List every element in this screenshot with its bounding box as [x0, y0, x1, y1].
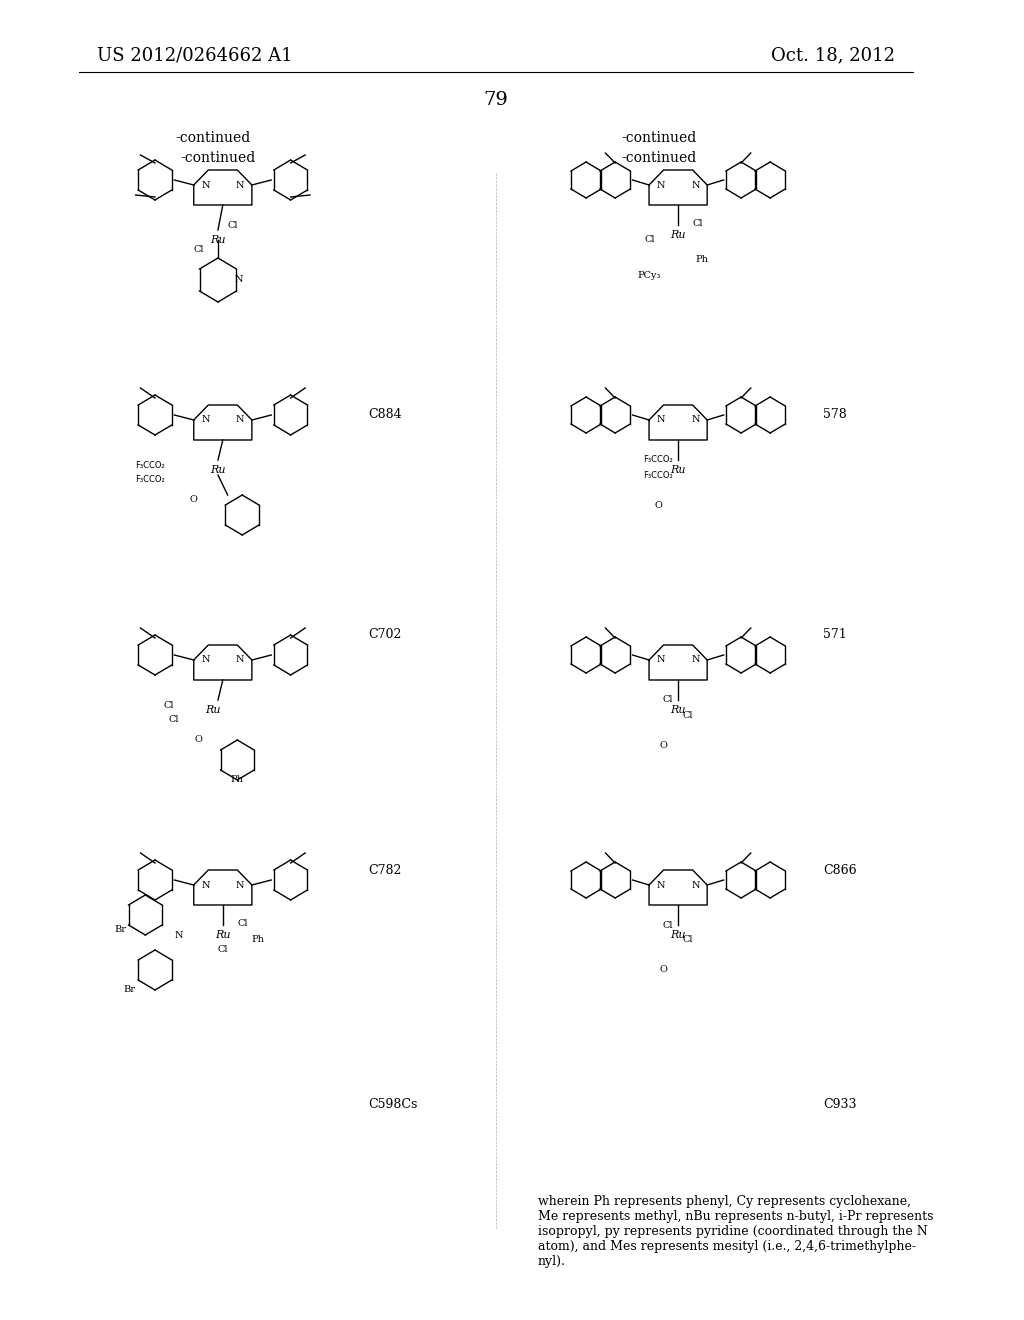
Text: Ru: Ru: [671, 230, 686, 240]
Text: Br: Br: [114, 925, 126, 935]
Text: Ph: Ph: [696, 256, 709, 264]
Text: Ru: Ru: [206, 705, 221, 715]
Text: N: N: [656, 880, 665, 890]
Text: N: N: [691, 656, 699, 664]
Text: Cl: Cl: [194, 246, 204, 255]
Text: -continued: -continued: [622, 131, 696, 145]
Text: Oct. 18, 2012: Oct. 18, 2012: [771, 46, 895, 63]
Text: O: O: [654, 500, 663, 510]
Text: O: O: [195, 735, 203, 744]
Text: Cl: Cl: [227, 220, 238, 230]
Text: C933: C933: [823, 1098, 857, 1111]
Text: N: N: [236, 181, 245, 190]
Text: F₃CCO₂: F₃CCO₂: [135, 461, 165, 470]
Text: Cl: Cl: [218, 945, 228, 954]
Text: Ru: Ru: [671, 931, 686, 940]
Text: F₃CCO₂: F₃CCO₂: [135, 475, 165, 484]
Text: N: N: [201, 656, 210, 664]
Text: N: N: [656, 181, 665, 190]
Text: N: N: [656, 416, 665, 425]
Text: Cl: Cl: [644, 235, 654, 244]
Text: Br: Br: [124, 986, 135, 994]
Text: Ru: Ru: [210, 235, 225, 246]
Text: N: N: [691, 181, 699, 190]
Text: N: N: [201, 416, 210, 425]
Text: Cl: Cl: [663, 920, 673, 929]
Text: -continued: -continued: [180, 150, 256, 165]
Text: 578: 578: [823, 408, 847, 421]
Text: US 2012/0264662 A1: US 2012/0264662 A1: [97, 46, 293, 63]
Text: F₃CCO₂: F₃CCO₂: [643, 455, 673, 465]
Text: 79: 79: [483, 91, 509, 110]
Text: C866: C866: [823, 863, 857, 876]
Text: C884: C884: [368, 408, 401, 421]
Text: N: N: [691, 416, 699, 425]
Text: N: N: [201, 181, 210, 190]
Text: N: N: [236, 416, 245, 425]
Text: N: N: [691, 880, 699, 890]
Text: Ph: Ph: [230, 776, 244, 784]
Text: C782: C782: [368, 863, 401, 876]
Text: N: N: [236, 880, 245, 890]
Text: O: O: [659, 965, 668, 974]
Text: 571: 571: [823, 628, 847, 642]
Text: Cl: Cl: [164, 701, 174, 710]
Text: PCy₃: PCy₃: [637, 271, 660, 280]
Text: Ru: Ru: [671, 465, 686, 475]
Text: Ph: Ph: [252, 936, 265, 945]
Text: C702: C702: [368, 628, 401, 642]
Text: Ru: Ru: [215, 931, 230, 940]
Text: N: N: [201, 880, 210, 890]
Text: F₃CCO₂: F₃CCO₂: [643, 470, 673, 479]
Text: Cl: Cl: [238, 919, 248, 928]
Text: -continued: -continued: [175, 131, 251, 145]
Text: Cl: Cl: [683, 936, 693, 945]
Text: Cl: Cl: [663, 696, 673, 705]
Text: N: N: [236, 656, 245, 664]
Text: N: N: [656, 656, 665, 664]
Text: N: N: [175, 931, 183, 940]
Text: N: N: [236, 276, 244, 285]
Text: Cl: Cl: [169, 715, 179, 725]
Text: Cl: Cl: [683, 710, 693, 719]
Text: -continued: -continued: [622, 150, 696, 165]
Text: Ru: Ru: [671, 705, 686, 715]
Text: O: O: [189, 495, 198, 504]
Text: O: O: [659, 741, 668, 750]
Text: Cl: Cl: [692, 219, 703, 227]
Text: C598Cs: C598Cs: [368, 1098, 418, 1111]
Text: Ru: Ru: [210, 465, 225, 475]
Text: wherein Ph represents phenyl, Cy represents cyclohexane,
Me represents methyl, n: wherein Ph represents phenyl, Cy represe…: [538, 1195, 933, 1269]
